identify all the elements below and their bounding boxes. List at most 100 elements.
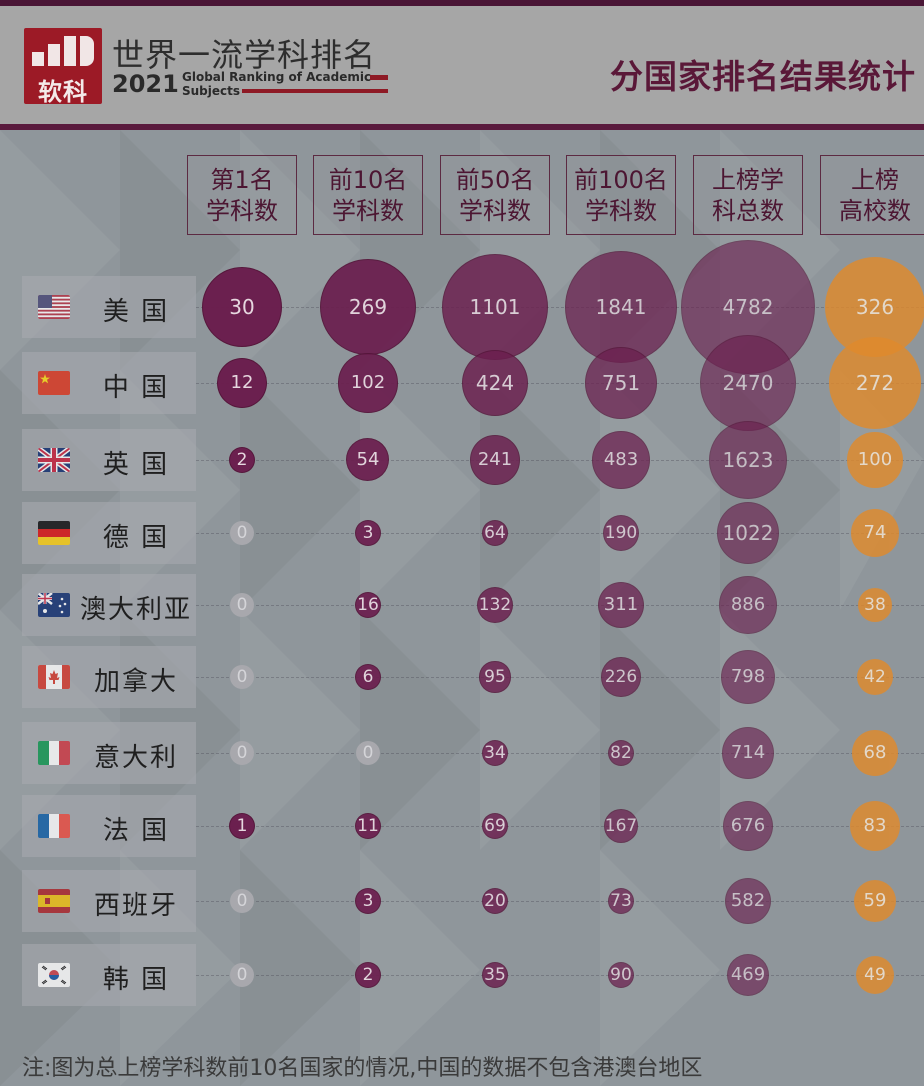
- brand-title: 世界一流学科排名: [112, 36, 377, 74]
- column-header-line1: 前10名: [328, 166, 408, 194]
- bubble-value: 6: [355, 664, 381, 690]
- bubble-value: 54: [346, 438, 390, 482]
- bubble-value: 0: [230, 521, 254, 545]
- uk-flag-icon: [38, 448, 70, 472]
- country-row-label: 法 国: [22, 795, 196, 857]
- row-gridline: [196, 677, 924, 678]
- bubble-value: 226: [601, 657, 641, 697]
- header-divider: [0, 124, 924, 130]
- country-row-label: 英 国: [22, 429, 196, 491]
- bubble-value: 2: [355, 962, 381, 988]
- column-header: 前50名 学科数: [440, 155, 550, 235]
- bubble-value: 102: [338, 353, 398, 413]
- row-gridline: [196, 975, 924, 976]
- bubble-value: 167: [604, 809, 638, 843]
- country-name: 澳大利亚: [80, 595, 193, 625]
- logo-text: 软科: [38, 78, 88, 106]
- bubble-value: 0: [230, 741, 254, 765]
- column-header: 第1名学科数: [187, 155, 297, 235]
- logo-bars-icon: [32, 36, 94, 66]
- bubble-value: 3: [355, 520, 381, 546]
- bubble-value: 20: [482, 888, 508, 914]
- bubble-value: 190: [603, 515, 639, 551]
- bubble-value: 1022: [717, 502, 779, 564]
- bubble-value: 1101: [442, 254, 548, 360]
- column-header-line2: 高校数: [839, 197, 911, 225]
- bubble-value: 100: [847, 432, 903, 488]
- column-header-line1: 第1名: [210, 166, 274, 194]
- row-gridline: [196, 533, 924, 534]
- row-gridline: [196, 460, 924, 461]
- brand-rule-long: [242, 89, 388, 93]
- column-header-line1: 前100名: [574, 166, 668, 194]
- bubble-value: 38: [857, 587, 893, 623]
- country-name: 西班牙: [93, 891, 178, 921]
- row-gridline: [196, 307, 924, 308]
- au-flag-icon: [38, 593, 70, 617]
- column-header-line1: 上榜: [851, 166, 899, 194]
- bubble-value: 34: [482, 740, 508, 766]
- country-name: 德 国: [102, 523, 170, 553]
- bubble-value: 35: [482, 962, 508, 988]
- bubble-value: 2: [229, 447, 255, 473]
- bubble-value: 0: [356, 741, 380, 765]
- fr-flag-icon: [38, 814, 70, 838]
- bubble-value: 241: [470, 435, 520, 485]
- top-accent-bar: [0, 0, 924, 6]
- column-header-line1: 上榜学: [712, 166, 784, 194]
- bubble-value: 132: [476, 586, 514, 624]
- bubble-value: 68: [852, 730, 898, 776]
- bubble-value: 0: [230, 665, 254, 689]
- bubble-value: 69: [481, 812, 509, 840]
- bubble-value: 483: [592, 431, 650, 489]
- kr-flag-icon: [38, 963, 70, 987]
- bubble-value: 3: [355, 888, 381, 914]
- column-header-line2: 学科数: [332, 197, 404, 225]
- shanghai-ranking-logo: 软科: [24, 28, 102, 106]
- bubble-value: 30: [202, 267, 282, 347]
- bubble-value: 714: [722, 727, 774, 779]
- it-flag-icon: [38, 741, 70, 765]
- country-row-label: 加拿大: [22, 646, 196, 708]
- bubble-value: 1841: [565, 251, 677, 363]
- country-name: 法 国: [102, 816, 170, 846]
- bubble-value: 269: [320, 259, 416, 355]
- country-name: 中 国: [102, 373, 170, 403]
- brand-subtitle-line2: Subjects: [182, 84, 241, 98]
- cn-flag-icon: [38, 371, 70, 395]
- us-flag-icon: [38, 295, 70, 319]
- bubble-value: 49: [855, 955, 895, 995]
- brand-year: 2021: [112, 70, 179, 98]
- footnote: 注:图为总上榜学科数前10名国家的情况,中国的数据不包含港澳台地区: [22, 1056, 703, 1081]
- brand-rule-short: [370, 75, 388, 80]
- de-flag-icon: [38, 521, 70, 545]
- row-gridline: [196, 901, 924, 902]
- bubble-value: 676: [722, 800, 774, 852]
- country-row-label: 澳大利亚: [22, 574, 196, 636]
- bubble-value: 73: [608, 888, 634, 914]
- bubble-value: 11: [355, 813, 381, 839]
- bubble-value: 886: [719, 576, 777, 634]
- bubble-value: 95: [479, 661, 511, 693]
- country-row-label: 德 国: [22, 502, 196, 564]
- header: [0, 6, 924, 124]
- country-name: 韩 国: [102, 965, 170, 995]
- bubble-value: 582: [724, 877, 772, 925]
- bubble-value: 311: [597, 581, 644, 628]
- country-name: 英 国: [102, 450, 170, 480]
- column-header-line2: 学科数: [206, 197, 278, 225]
- column-header-line2: 学科数: [585, 197, 657, 225]
- country-row-label: 西班牙: [22, 870, 196, 932]
- bubble-value: 1623: [708, 420, 788, 500]
- bubble-value: 82: [608, 740, 634, 766]
- row-gridline: [196, 383, 924, 384]
- column-header: 前10名学科数: [313, 155, 423, 235]
- bubble-value: 0: [230, 963, 254, 987]
- country-row-label: 韩 国: [22, 944, 196, 1006]
- brand-subtitle-line1: Global Ranking of Academic: [182, 70, 372, 84]
- country-name: 美 国: [102, 297, 170, 327]
- bubble-value: 83: [849, 800, 901, 852]
- column-header-line2: 科总数: [712, 197, 784, 225]
- row-gridline: [196, 826, 924, 827]
- column-header: 前100名学科数: [566, 155, 676, 235]
